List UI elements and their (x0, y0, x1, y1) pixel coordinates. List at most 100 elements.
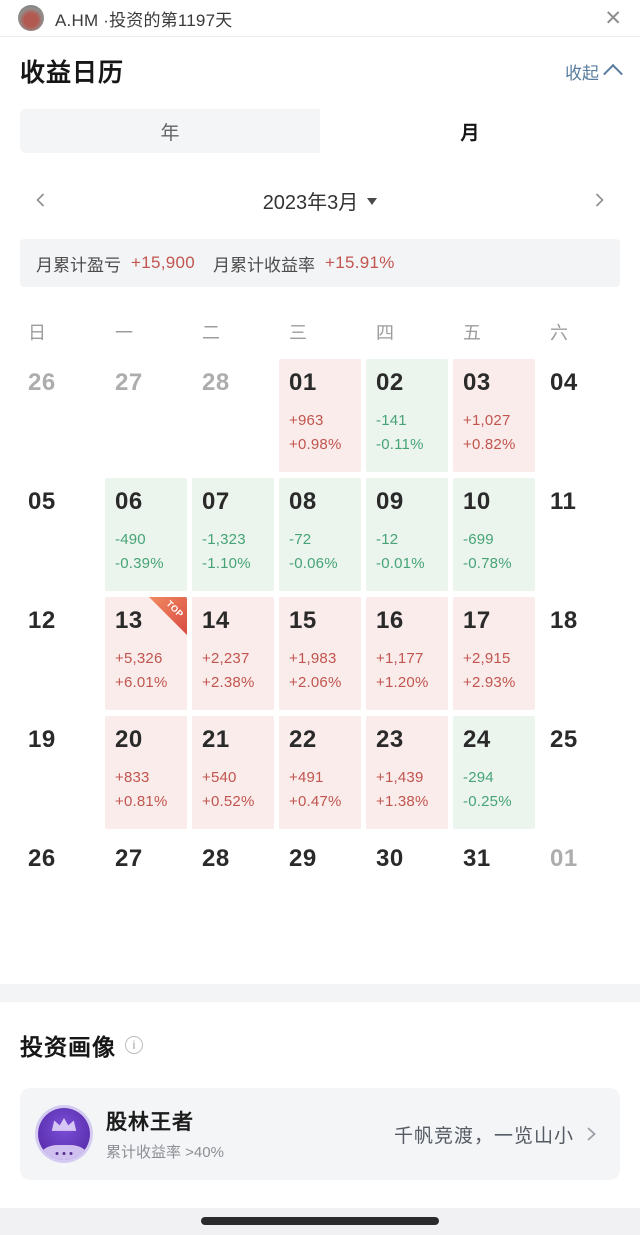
day-number: 10 (463, 488, 491, 515)
day-profit-value: -490 (115, 531, 146, 548)
calendar-day-cell[interactable]: 19 (18, 716, 100, 829)
home-indicator[interactable] (201, 1217, 439, 1225)
weekday-label: 四 (376, 323, 394, 343)
day-number: 30 (376, 845, 404, 872)
badge-text: 股林王者 累计收益率 >40% (106, 1106, 224, 1162)
collapse-button[interactable]: 收起 (565, 59, 623, 84)
day-profit-percent: +2.06% (289, 674, 342, 691)
calendar-day-cell[interactable]: 01 +963 +0.98% (279, 359, 361, 472)
calendar-day-cell[interactable]: 11 (540, 478, 622, 591)
info-icon[interactable]: i (125, 1036, 143, 1054)
day-number: 27 (115, 845, 143, 872)
day-profit-percent: +1.20% (376, 674, 429, 691)
calendar-day-cell[interactable]: 10 -699 -0.78% (453, 478, 535, 591)
day-profit-value: -12 (376, 531, 399, 548)
prev-month-button[interactable] (32, 191, 50, 209)
day-number: 01 (550, 845, 578, 872)
calendar-day-cell[interactable]: 31 (453, 835, 535, 948)
calendar-day-cell[interactable]: 15 +1,983 +2.06% (279, 597, 361, 710)
calendar-day-cell[interactable]: 26 (18, 835, 100, 948)
monthly-rate-value: +15.91% (325, 253, 395, 272)
portrait-card[interactable]: 股林王者 累计收益率 >40% 千帆竞渡，一览山小 (20, 1088, 620, 1180)
day-profit-value: +491 (289, 769, 324, 786)
day-profit-percent: -0.06% (289, 555, 338, 572)
calendar-day-cell[interactable]: 17 +2,915 +2.93% (453, 597, 535, 710)
day-number: 08 (289, 488, 317, 515)
avatar (18, 5, 44, 31)
day-number: 21 (202, 726, 230, 753)
day-profit-value: +1,027 (463, 412, 511, 429)
day-number: 24 (463, 726, 491, 753)
calendar-day-cell[interactable]: 18 (540, 597, 622, 710)
next-month-button[interactable] (590, 191, 608, 209)
calendar-day-cell: 01 (540, 835, 622, 948)
calendar-day-cell[interactable]: 24 -294 -0.25% (453, 716, 535, 829)
tab-year[interactable]: 年 (20, 109, 320, 153)
calendar-day-cell[interactable]: 07 -1,323 -1.10% (192, 478, 274, 591)
day-number: 11 (550, 488, 577, 515)
calendar-day-cell[interactable]: 27 (105, 835, 187, 948)
caret-down-icon (367, 197, 378, 205)
calendar-day-cell[interactable]: 21 +540 +0.52% (192, 716, 274, 829)
calendar-day-cell[interactable]: 14 +2,237 +2.38% (192, 597, 274, 710)
calendar-day-cell[interactable]: 04 (540, 359, 622, 472)
day-profit-value: +963 (289, 412, 324, 429)
portrait-title: 投资画像 (20, 1034, 116, 1060)
tab-month[interactable]: 月 (320, 109, 620, 153)
day-profit-value: -72 (289, 531, 312, 548)
calendar-day-cell[interactable]: 23 +1,439 +1.38% (366, 716, 448, 829)
day-number: 26 (28, 369, 56, 396)
day-number: 31 (463, 845, 491, 872)
section-header: 收益日历 收起 (20, 53, 623, 89)
weekday-label: 六 (550, 323, 568, 343)
day-profit-value: -699 (463, 531, 494, 548)
day-profit-percent: +0.82% (463, 436, 516, 453)
calendar-day-cell[interactable]: 29 (279, 835, 361, 948)
calendar-day-cell[interactable]: 22 +491 +0.47% (279, 716, 361, 829)
calendar-day-cell[interactable]: 06 -490 -0.39% (105, 478, 187, 591)
calendar-grid: 26 27 28 01 +963 +0.98% 02 -141 -0.11% 03 +1,027 +0… (18, 359, 622, 948)
calendar-day-cell[interactable]: 16 +1,177 +1.20% (366, 597, 448, 710)
calendar-day-cell[interactable]: 20 +833 +0.81% (105, 716, 187, 829)
badge-title: 股林王者 (106, 1111, 194, 1134)
day-profit-percent: +0.47% (289, 793, 342, 810)
crown-badge-icon (38, 1108, 90, 1160)
calendar-day-cell[interactable]: 02 -141 -0.11% (366, 359, 448, 472)
day-profit-percent: +2.93% (463, 674, 516, 691)
day-number: 23 (376, 726, 404, 753)
calendar-day-cell[interactable]: 09 -12 -0.01% (366, 478, 448, 591)
page-title: 收益日历 (20, 59, 125, 87)
weekday-label: 一 (115, 323, 133, 343)
close-icon[interactable]: ✕ (604, 6, 622, 30)
day-number: 26 (28, 845, 56, 872)
day-profit-percent: -0.25% (463, 793, 512, 810)
weekday-label: 日 (28, 323, 46, 343)
day-profit-percent: +1.38% (376, 793, 429, 810)
calendar-day-cell[interactable]: 30 (366, 835, 448, 948)
month-selector[interactable]: 2023年3月 (263, 186, 378, 215)
month-nav: 2023年3月 (0, 181, 640, 219)
calendar-day-cell[interactable]: 05 (18, 478, 100, 591)
day-profit-percent: -0.39% (115, 555, 164, 572)
top-bar: A.HM ·投资的第1197天 ✕ (0, 0, 640, 37)
calendar-day-cell[interactable]: 13 +5,326 +6.01% TOP (105, 597, 187, 710)
calendar-day-cell[interactable]: 03 +1,027 +0.82% (453, 359, 535, 472)
day-profit-percent: -0.11% (376, 436, 424, 453)
day-profit-value: +540 (202, 769, 237, 786)
day-profit-percent: +0.98% (289, 436, 342, 453)
monthly-summary-bar: 月累计盈亏 +15,900 月累计收益率 +15.91% (20, 239, 620, 287)
day-number: 02 (376, 369, 404, 396)
day-profit-value: +2,915 (463, 650, 511, 667)
day-number: 12 (28, 607, 56, 634)
calendar-day-cell[interactable]: 12 (18, 597, 100, 710)
calendar-day-cell[interactable]: 08 -72 -0.06% (279, 478, 361, 591)
day-profit-percent: -0.01% (376, 555, 425, 572)
day-profit-value: +2,237 (202, 650, 250, 667)
calendar-day-cell[interactable]: 25 (540, 716, 622, 829)
day-profit-percent: +0.81% (115, 793, 168, 810)
day-number: 09 (376, 488, 404, 515)
day-number: 06 (115, 488, 143, 515)
calendar-day-cell[interactable]: 28 (192, 835, 274, 948)
chevron-up-icon (603, 63, 623, 84)
day-number: 14 (202, 607, 230, 634)
